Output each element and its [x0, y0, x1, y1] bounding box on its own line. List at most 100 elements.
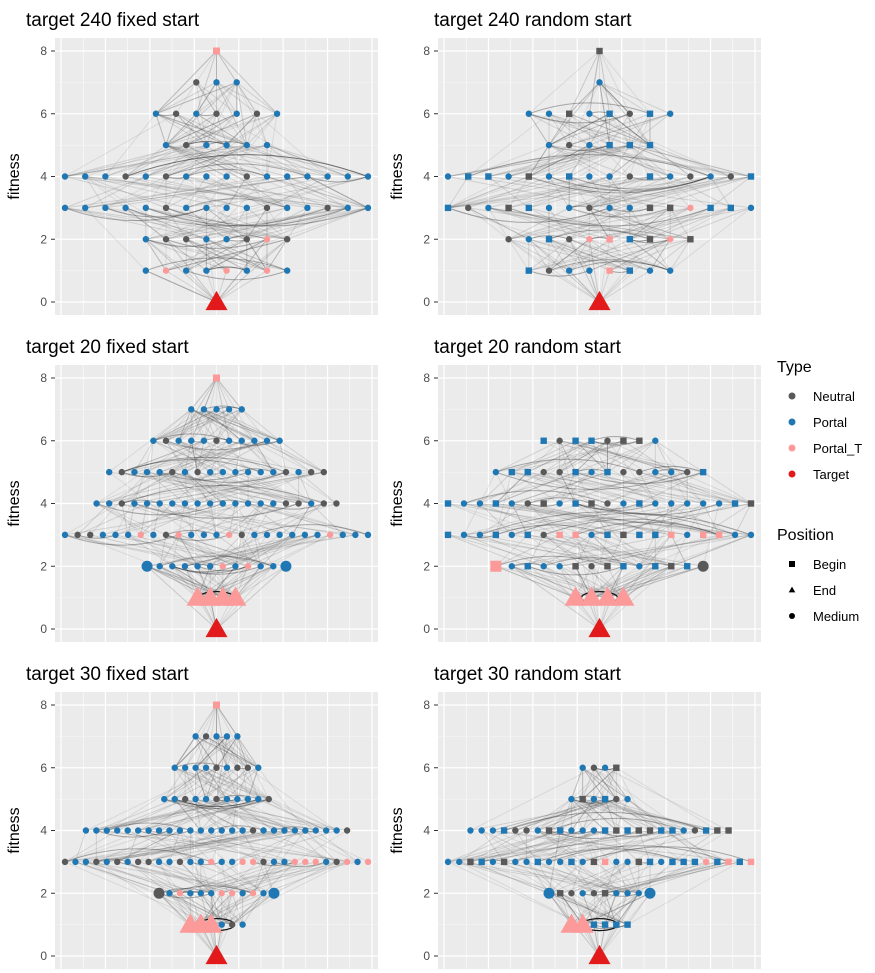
edge	[481, 830, 651, 863]
edge	[186, 144, 348, 177]
edge	[185, 238, 227, 272]
edge	[171, 503, 224, 567]
edge-arc	[591, 503, 720, 516]
edge	[528, 144, 550, 177]
edge	[568, 113, 610, 146]
edge	[649, 238, 691, 272]
node	[579, 858, 586, 866]
node	[103, 827, 110, 834]
edge	[134, 471, 287, 504]
edge	[109, 503, 356, 536]
edge	[145, 144, 227, 177]
edge	[190, 409, 205, 441]
edge	[568, 176, 671, 240]
node	[257, 468, 264, 476]
edge	[559, 440, 672, 504]
edge	[174, 736, 207, 769]
edge	[492, 798, 606, 831]
node	[324, 173, 331, 180]
edge	[235, 565, 287, 599]
edge	[189, 830, 202, 894]
edge	[197, 471, 287, 504]
edge	[599, 82, 631, 115]
edge	[253, 440, 274, 473]
edge	[138, 830, 316, 863]
edge	[185, 207, 227, 240]
edge	[526, 798, 572, 831]
facet-panels: target 240 fixed start02468fitnesstarget…	[6, 10, 761, 969]
node	[725, 827, 732, 834]
edge	[528, 238, 550, 271]
node	[566, 110, 573, 117]
edge	[589, 176, 731, 209]
node	[183, 173, 190, 180]
edge	[528, 113, 630, 146]
edge	[649, 176, 752, 209]
edge	[235, 534, 280, 567]
edge	[543, 534, 592, 567]
edge	[195, 736, 228, 769]
edge	[528, 238, 630, 272]
edge	[599, 82, 631, 146]
edge	[591, 534, 624, 567]
edge-arc	[528, 235, 570, 240]
node	[465, 204, 472, 212]
edge	[479, 471, 513, 504]
edge	[543, 440, 688, 473]
edge	[178, 408, 230, 442]
edge	[172, 565, 224, 599]
edge	[85, 861, 201, 894]
node	[525, 110, 532, 117]
edge	[145, 270, 217, 303]
edge	[221, 892, 275, 926]
edge	[609, 113, 651, 146]
edge	[232, 861, 327, 894]
edge	[84, 207, 147, 271]
edge	[568, 238, 610, 272]
node	[344, 204, 351, 212]
edge	[616, 798, 662, 831]
y-axis-label: fitness	[6, 480, 23, 526]
node	[667, 204, 674, 212]
edge-arc	[260, 503, 324, 510]
edge-arc	[495, 555, 608, 567]
edge	[607, 565, 672, 599]
edge	[627, 861, 741, 926]
node	[725, 858, 732, 866]
edge	[528, 144, 590, 177]
node	[747, 531, 755, 539]
edge	[206, 176, 268, 240]
edge	[488, 207, 630, 240]
edge	[263, 830, 337, 863]
edge	[263, 861, 275, 894]
edge	[178, 440, 236, 473]
edge	[195, 767, 269, 800]
node	[291, 858, 299, 866]
edge	[105, 176, 308, 209]
edge	[85, 830, 306, 863]
edge	[203, 408, 243, 442]
edge	[138, 798, 269, 831]
edge	[222, 565, 274, 599]
edge	[568, 238, 590, 271]
edge	[85, 767, 217, 831]
node	[188, 406, 195, 413]
y-axis-label: fitness	[389, 153, 406, 199]
edge	[155, 50, 217, 115]
node	[444, 531, 452, 539]
edge	[216, 82, 248, 146]
edge	[639, 471, 736, 504]
edge	[495, 471, 576, 504]
edge	[226, 113, 278, 177]
edge	[649, 144, 731, 177]
edge	[589, 144, 651, 209]
edge	[216, 377, 243, 410]
edge	[528, 238, 651, 272]
edge	[571, 861, 628, 894]
edge	[575, 503, 624, 536]
edge	[197, 471, 224, 504]
edge-arc	[206, 266, 247, 272]
edge	[511, 565, 576, 599]
edge	[527, 503, 560, 536]
